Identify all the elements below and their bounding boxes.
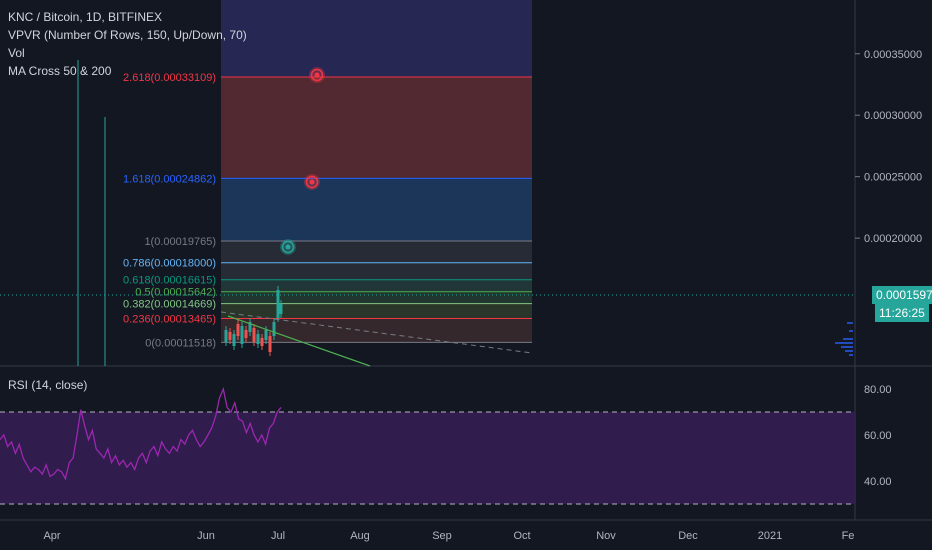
candle-body bbox=[248, 322, 252, 332]
time-axis[interactable]: Apr Jun Jul Aug Sep Oct Nov Dec 2021 Fe bbox=[43, 530, 854, 542]
fib-zone bbox=[221, 241, 532, 263]
rsi-indicator-label[interactable]: RSI (14, close) bbox=[8, 378, 88, 392]
fib-level-label: 0.786(0.00018000) bbox=[123, 258, 216, 270]
time-tick-label: 2021 bbox=[758, 530, 782, 542]
dashed-trendline[interactable] bbox=[220, 311, 533, 354]
candle-body bbox=[228, 332, 232, 340]
chart-legend: KNC / Bitcoin, 1D, BITFINEX VPVR (Number… bbox=[8, 8, 247, 80]
ma-cross-line bbox=[227, 315, 371, 367]
candle-body bbox=[236, 324, 240, 336]
candle-body bbox=[224, 330, 228, 342]
alert-icon[interactable] bbox=[280, 239, 296, 255]
rsi-tick-label: 60.00 bbox=[864, 430, 892, 442]
volume-profile-bar bbox=[849, 330, 853, 332]
candle-body bbox=[244, 330, 248, 338]
volume-profile-bar bbox=[843, 338, 853, 340]
candle-body bbox=[232, 334, 236, 346]
time-tick-label: Apr bbox=[43, 530, 60, 542]
alert-icon[interactable] bbox=[304, 174, 320, 190]
price-tick-label: 0.00030000 bbox=[864, 110, 922, 122]
time-tick-label: Nov bbox=[596, 530, 616, 542]
ma-cross-indicator-label[interactable]: MA Cross 50 & 200 bbox=[8, 64, 112, 78]
fib-level-label: 0.382(0.00014669) bbox=[123, 299, 216, 311]
vpvr-indicator-label[interactable]: VPVR (Number Of Rows, 150, Up/Down, 70) bbox=[8, 28, 247, 42]
fib-zone bbox=[221, 303, 532, 319]
candle-body bbox=[279, 304, 283, 314]
price-tick-label: 0.00035000 bbox=[864, 49, 922, 61]
candle-body bbox=[256, 334, 260, 344]
fib-level-label: 0.5(0.00015642) bbox=[135, 287, 216, 299]
alert-markers[interactable] bbox=[280, 67, 325, 255]
fib-zone bbox=[221, 291, 532, 304]
volume-profile-bar bbox=[845, 350, 853, 352]
price-axis[interactable]: 0.00035000 0.00030000 0.00025000 0.00020000 bbox=[855, 49, 922, 245]
fib-level-label: 2.618(0.00033109) bbox=[123, 72, 216, 84]
bar-countdown-tag: 11:26:25 bbox=[875, 304, 929, 322]
fib-level-label: 1(0.00019765) bbox=[144, 236, 216, 248]
volume-profile-bar bbox=[849, 354, 853, 356]
volume-indicator-label[interactable]: Vol bbox=[8, 46, 25, 60]
time-tick-label: Oct bbox=[513, 530, 530, 542]
fib-level-label: 0.236(0.00013465) bbox=[123, 313, 216, 325]
current-price-tag: 0.00015977 bbox=[872, 286, 932, 304]
candle-body bbox=[268, 336, 272, 352]
fib-level-label: 0(0.00011518) bbox=[145, 337, 216, 349]
fib-zone bbox=[221, 279, 532, 292]
fib-top-zone bbox=[221, 0, 532, 77]
time-tick-label: Fe bbox=[842, 530, 855, 542]
fib-zone bbox=[221, 178, 532, 242]
candle-body bbox=[240, 326, 244, 344]
fib-zone bbox=[221, 77, 532, 179]
time-tick-label: Jul bbox=[271, 530, 285, 542]
volume-profile-bar bbox=[835, 342, 853, 344]
fib-level-label: 1.618(0.00024862) bbox=[123, 173, 216, 185]
volume-profile bbox=[835, 322, 853, 356]
alert-icon[interactable] bbox=[309, 67, 325, 83]
fib-zone bbox=[221, 318, 532, 343]
time-tick-label: Jun bbox=[197, 530, 215, 542]
rsi-axis: 80.00 60.00 40.00 bbox=[864, 384, 892, 488]
rsi-tick-label: 40.00 bbox=[864, 476, 892, 488]
time-tick-label: Aug bbox=[350, 530, 370, 542]
rsi-line bbox=[0, 386, 282, 481]
fib-level-label: 0.618(0.00016615) bbox=[123, 275, 216, 287]
time-tick-label: Sep bbox=[432, 530, 452, 542]
symbol-title[interactable]: KNC / Bitcoin, 1D, BITFINEX bbox=[8, 10, 163, 24]
rsi-band bbox=[0, 412, 855, 504]
price-tick-label: 0.00025000 bbox=[864, 172, 922, 184]
fibonacci-retracement[interactable]: 2.618(0.00033109) 1.618(0.00024862) 1(0.00… bbox=[123, 72, 532, 349]
rsi-tick-label: 80.00 bbox=[864, 384, 892, 396]
rsi-guides bbox=[0, 411, 855, 505]
candle-body bbox=[260, 338, 264, 346]
candle-body bbox=[272, 322, 276, 336]
fib-zone bbox=[221, 262, 532, 280]
volume-profile-bar bbox=[841, 346, 853, 348]
candle-body bbox=[276, 290, 280, 318]
price-tick-label: 0.00020000 bbox=[864, 233, 922, 245]
time-tick-label: Dec bbox=[678, 530, 698, 542]
candle-body bbox=[252, 328, 256, 342]
candle-body bbox=[264, 330, 268, 340]
volume-profile-bar bbox=[847, 322, 853, 324]
